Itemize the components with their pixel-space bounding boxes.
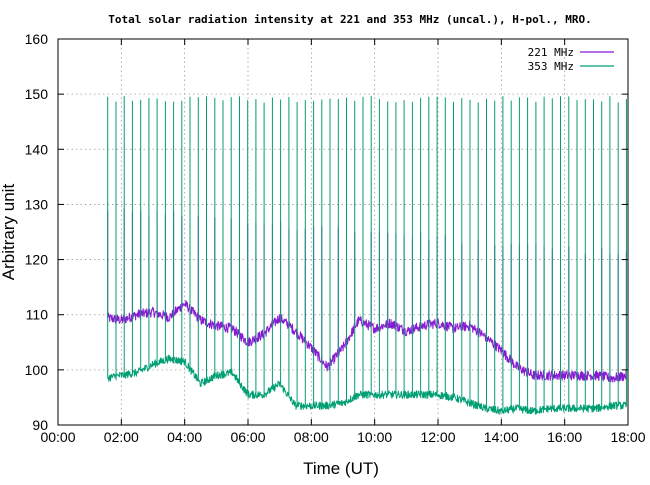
x-tick-label: 06:00 xyxy=(230,429,265,445)
y-tick-label: 130 xyxy=(25,196,49,212)
series-group xyxy=(107,95,627,415)
plot-frame xyxy=(57,38,629,426)
x-tick-label: 02:00 xyxy=(104,429,139,445)
x-tick-label: 10:00 xyxy=(357,429,392,445)
grid-lines xyxy=(58,39,628,425)
y-tick-label: 150 xyxy=(25,86,49,102)
y-tick-label: 160 xyxy=(25,31,49,47)
chart-title: Total solar radiation intensity at 221 a… xyxy=(108,13,591,26)
series-line-1 xyxy=(107,208,627,383)
series-line-2 xyxy=(107,95,627,415)
x-tick-label: 14:00 xyxy=(484,429,519,445)
legend-label: 353 MHz xyxy=(528,60,574,73)
y-tick-label: 140 xyxy=(25,141,49,157)
y-tick-label: 110 xyxy=(26,307,49,323)
axes: 90 100 110 120 130 140 150 160 00:00 02:00 04:00 06… xyxy=(25,31,646,445)
x-tick-label: 04:00 xyxy=(167,429,202,445)
x-tick-label: 18:00 xyxy=(610,429,645,445)
x-tick-label: 08:00 xyxy=(294,429,329,445)
x-tick-label: 16:00 xyxy=(547,429,582,445)
y-tick-label: 120 xyxy=(25,252,49,268)
x-tick-label: 00:00 xyxy=(40,429,75,445)
y-axis-label: Arbitrary unit xyxy=(0,184,18,281)
legend-label: 221 MHz xyxy=(528,46,574,59)
x-tick-label: 12:00 xyxy=(420,429,455,445)
y-tick-label: 90 xyxy=(32,417,48,433)
x-axis-label: Time (UT) xyxy=(303,459,379,478)
y-tick-label: 100 xyxy=(25,362,49,378)
